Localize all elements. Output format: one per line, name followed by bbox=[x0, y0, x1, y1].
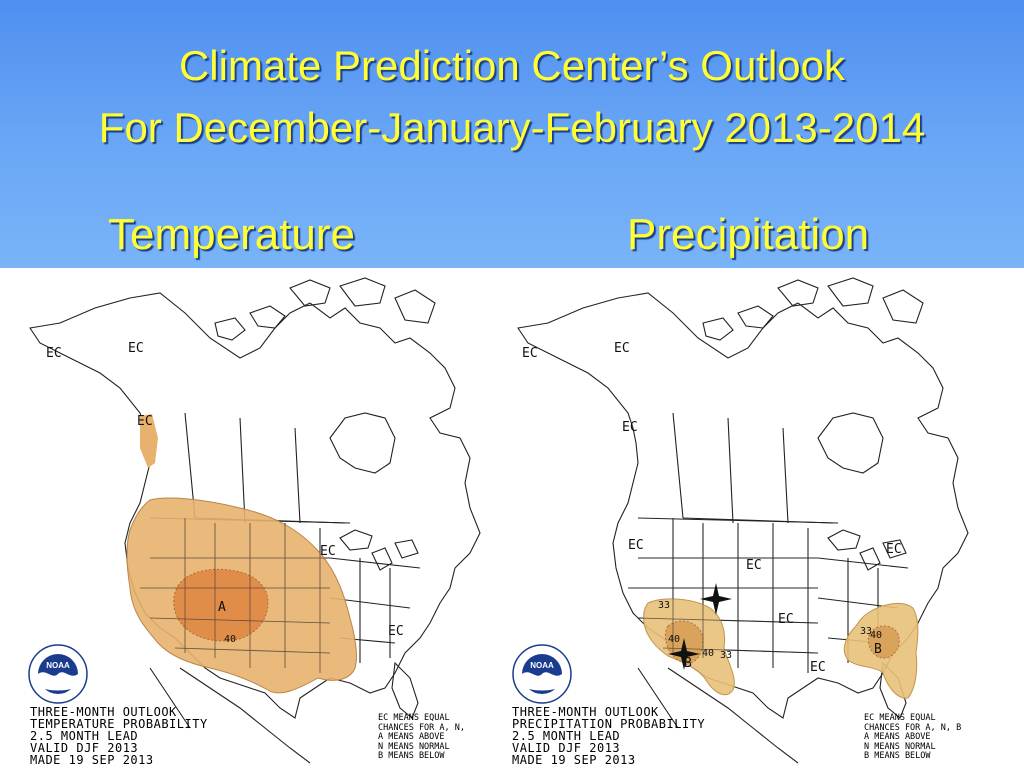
temperature-legend-line4: N MEANS NORMAL bbox=[378, 741, 450, 752]
ec-label-far-west: EC bbox=[522, 346, 538, 361]
star-marker-icon bbox=[700, 583, 732, 615]
precipitation-footer-line5: MADE 19 SEP 2013 bbox=[512, 753, 636, 767]
above-normal-north-strip bbox=[140, 414, 158, 468]
temperature-footer: THREE-MONTH OUTLOOK TEMPERATURE PROBABILI… bbox=[30, 706, 208, 766]
precipitation-subtitle: Precipitation bbox=[627, 210, 870, 259]
precipitation-legend-line5: B MEANS BELOW bbox=[864, 751, 931, 761]
below-normal-se-40-region bbox=[867, 625, 900, 659]
precipitation-footer-line1: THREE-MONTH OUTLOOK bbox=[512, 705, 659, 719]
temperature-footer-line2: TEMPERATURE PROBABILITY bbox=[30, 717, 208, 731]
temperature-subtitle: Temperature bbox=[108, 210, 356, 259]
probability-40-label-se: 40 bbox=[870, 630, 883, 641]
noaa-logo: NOAA bbox=[28, 644, 88, 704]
temperature-state-lines bbox=[140, 518, 331, 673]
probability-33-label-sw-2: 33 bbox=[720, 650, 733, 661]
ec-label-coast: EC bbox=[137, 414, 153, 429]
temperature-footer-line4: VALID DJF 2013 bbox=[30, 741, 139, 755]
temperature-outlook-map: EC EC EC EC EC A 40 bbox=[0, 268, 510, 768]
ec-label-coast: EC bbox=[622, 420, 638, 435]
star-marker-icon-2 bbox=[668, 638, 700, 670]
ec-label-alaska: EC bbox=[128, 341, 144, 356]
probability-40-label-sw: 40 bbox=[668, 634, 681, 645]
ec-label-gulf: EC bbox=[810, 660, 826, 675]
probability-33-label-se: 33 bbox=[860, 626, 873, 637]
probability-40-label: 40 bbox=[224, 634, 237, 645]
noaa-logo-2: NOAA bbox=[512, 644, 572, 704]
ec-label-east: EC bbox=[886, 542, 902, 557]
a-label-above: A bbox=[218, 600, 226, 615]
b-label-se: B bbox=[874, 642, 882, 657]
title-banner bbox=[0, 0, 1024, 268]
precipitation-map-svg bbox=[517, 277, 969, 764]
precipitation-legend-line2: CHANCES FOR A, N, B bbox=[864, 722, 962, 733]
b-label-sw: B bbox=[684, 656, 692, 671]
temperature-legend-line3: A MEANS ABOVE bbox=[378, 732, 445, 742]
probability-33-label-sw: 33 bbox=[658, 600, 671, 611]
ec-label-far-west: EC bbox=[46, 346, 62, 361]
temperature-footer-line3: 2.5 MONTH LEAD bbox=[30, 729, 139, 743]
temperature-footer-line5: MADE 19 SEP 2013 bbox=[30, 753, 154, 767]
ec-label-mid: EC bbox=[778, 612, 794, 627]
ec-label-west: EC bbox=[628, 538, 644, 553]
temperature-legend-line1: EC MEANS EQUAL bbox=[378, 713, 450, 723]
temperature-map-svg bbox=[29, 277, 481, 764]
precipitation-legend-line4: N MEANS NORMAL bbox=[864, 741, 936, 752]
precipitation-footer-line2: PRECIPITATION PROBABILITY bbox=[512, 717, 706, 731]
ec-label-south: EC bbox=[388, 624, 404, 639]
temperature-legend-line2: CHANCES FOR A, N, bbox=[378, 722, 465, 733]
temperature-legend-line5: B MEANS BELOW bbox=[378, 751, 445, 761]
title-line-1: Climate Prediction Center’s Outlook bbox=[178, 42, 846, 89]
title-line-2: For December-January-February 2013-2014 bbox=[98, 104, 926, 151]
precipitation-footer-line3: 2.5 MONTH LEAD bbox=[512, 729, 621, 743]
temperature-footer-line1: THREE-MONTH OUTLOOK bbox=[30, 705, 177, 719]
precipitation-footer-line4: VALID DJF 2013 bbox=[512, 741, 621, 755]
noaa-logo-text: NOAA bbox=[46, 661, 70, 670]
ec-label-northern: EC bbox=[746, 558, 762, 573]
precipitation-legend-line3: A MEANS ABOVE bbox=[864, 732, 931, 742]
temperature-legend: EC MEANS EQUAL CHANCES FOR A, N, A MEANS A… bbox=[378, 713, 465, 762]
precipitation-state-lines bbox=[628, 518, 819, 673]
probability-40-label-sw-2: 40 bbox=[702, 648, 715, 659]
above-normal-40-region bbox=[173, 568, 269, 642]
ec-label-alaska: EC bbox=[614, 341, 630, 356]
ec-label-central: EC bbox=[320, 544, 336, 559]
precipitation-footer: THREE-MONTH OUTLOOK PRECIPITATION PROBABI… bbox=[512, 706, 705, 766]
precipitation-outlook-map: EC EC EC EC EC EC EC EC 33 40 B 40 33 33… bbox=[488, 268, 1024, 768]
noaa-logo-text-2: NOAA bbox=[530, 661, 554, 670]
precipitation-legend-line1: EC MEANS EQUAL bbox=[864, 713, 936, 723]
